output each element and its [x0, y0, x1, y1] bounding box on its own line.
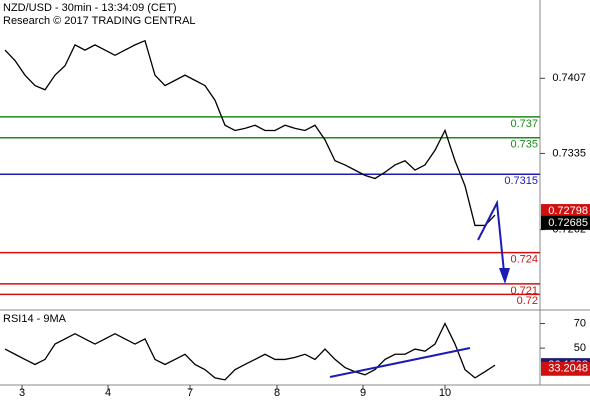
level-label: 0.7315 — [504, 175, 538, 187]
y-tick-label: 50 — [574, 342, 586, 354]
price-line — [4, 39, 496, 227]
arrow-path — [477, 199, 505, 273]
x-tick-label: 8 — [274, 387, 280, 399]
projection-arrow — [329, 199, 510, 378]
y-tick-label: 0.7335 — [552, 147, 586, 159]
y-tick-label: 70 — [574, 317, 586, 329]
level-label: 0.735 — [510, 139, 538, 151]
rsi-title: RSI14 - 9MA — [3, 313, 67, 325]
y-tick-label: 0.7407 — [552, 72, 586, 84]
value-box — [541, 204, 590, 219]
chart-title: NZD/USD - 30min - 13:34:09 (CET) — [3, 2, 177, 14]
x-tick-label: 9 — [360, 387, 366, 399]
value-box-label: 0.72798 — [548, 205, 588, 217]
chart-subtitle: Research © 2017 TRADING CENTRAL — [3, 15, 196, 27]
level-label: 0.737 — [510, 118, 538, 130]
value-box — [541, 215, 590, 230]
value-box — [541, 361, 590, 376]
arrow-head — [499, 268, 510, 284]
x-tick-label: 3 — [19, 387, 25, 399]
value-box-label: 33.2048 — [548, 363, 588, 375]
level-label: 0.72 — [517, 295, 538, 307]
value-box-label: 0.72685 — [548, 217, 588, 229]
level-label: 0.724 — [510, 253, 538, 265]
rsi-trendline — [329, 347, 471, 378]
x-tick-label: 4 — [105, 387, 111, 399]
x-tick-label: 7 — [187, 387, 193, 399]
x-tick-label: 10 — [439, 387, 451, 399]
price-line — [4, 322, 496, 381]
